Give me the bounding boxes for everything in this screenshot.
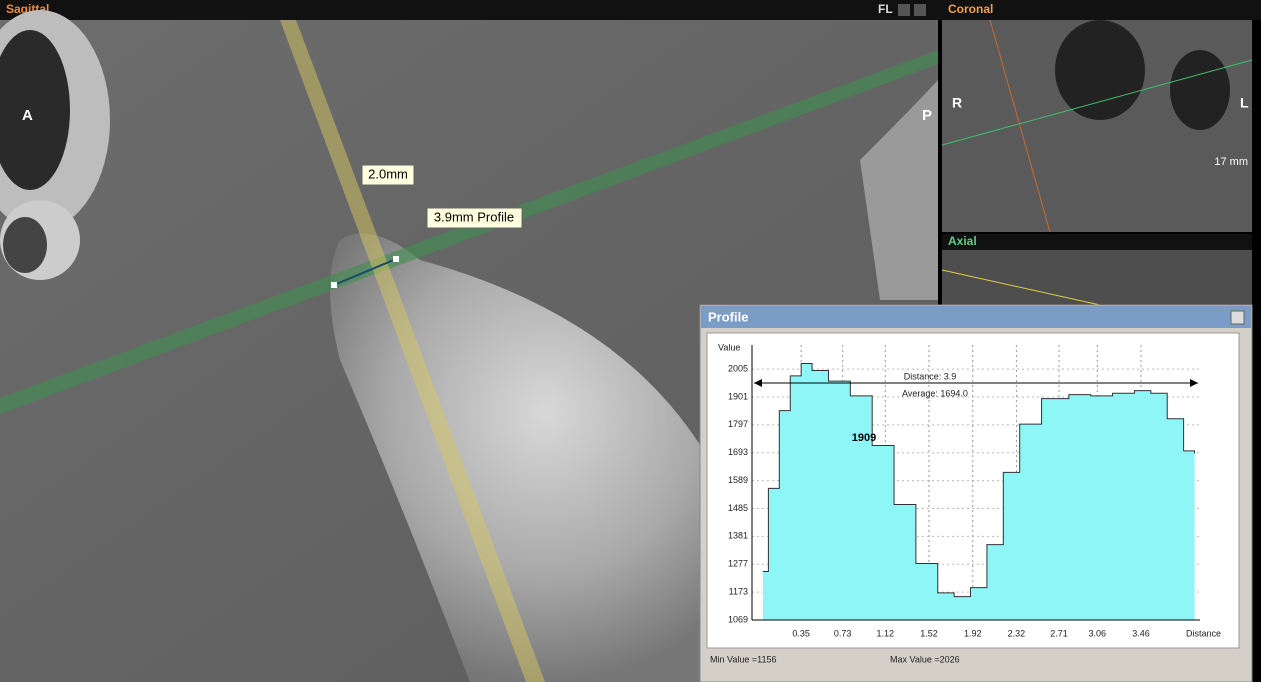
annotation: Distance: 3.9 [904,371,957,381]
y-tick-label: 1069 [728,614,748,624]
orientation-marker: L [1240,95,1249,111]
y-tick-label: 1277 [728,559,748,569]
y-tick-label: 1589 [728,475,748,485]
y-axis-label: Value [718,342,740,352]
y-tick-label: 1173 [729,586,748,596]
x-tick-label: 0.35 [792,628,810,638]
y-tick-label: 1381 [728,531,748,541]
max-label: Max Value =2026 [890,654,960,664]
x-tick-label: 1.92 [964,628,982,638]
title-bar [0,0,1261,20]
x-axis-label: Distance [1186,628,1221,638]
panel-title: Axial [948,234,977,248]
toolbar-button[interactable]: FL [878,2,893,16]
cavity [3,217,47,273]
x-tick-label: 2.32 [1008,628,1026,638]
profile-label: 3.9mm Profile [434,209,514,224]
orientation-marker: A [22,107,33,124]
x-tick-label: 3.06 [1089,628,1107,638]
x-tick-label: 1.12 [877,628,895,638]
y-tick-label: 1485 [728,503,748,513]
cavity [1170,50,1230,130]
x-tick-label: 3.46 [1132,628,1150,638]
measure-label: 2.0mm [368,166,408,181]
handle[interactable] [331,282,337,288]
toolbar-button[interactable] [914,4,926,16]
annotation: 1909 [852,432,876,444]
viewer: Sagittal FL Coronal 2.0mm 3.9mm Profile … [0,0,1261,682]
title-bar [942,234,1252,250]
orientation-marker: R [952,95,962,111]
panel-title: Coronal [948,2,993,16]
scale-label: 17 mm [1214,156,1248,168]
orientation-marker: P [922,107,932,124]
y-tick-label: 1901 [728,391,748,401]
toolbar-button[interactable] [898,4,910,16]
y-tick-label: 1797 [728,419,748,429]
x-tick-label: 1.52 [920,628,938,638]
y-tick-label: 2005 [728,363,748,373]
x-tick-label: 2.71 [1050,628,1068,638]
window-title-bar [701,306,1251,328]
close-button[interactable] [1231,311,1244,324]
window-title: Profile [708,309,748,324]
y-tick-label: 1693 [728,447,748,457]
cavity [1055,20,1145,120]
handle[interactable] [393,256,399,262]
min-label: Min Value =1156 [710,654,776,664]
annotation: Average: 1694.0 [902,388,968,398]
page: Sagittal FL Coronal 2.0mm 3.9mm Profile … [0,0,1261,682]
x-tick-label: 0.73 [834,628,852,638]
